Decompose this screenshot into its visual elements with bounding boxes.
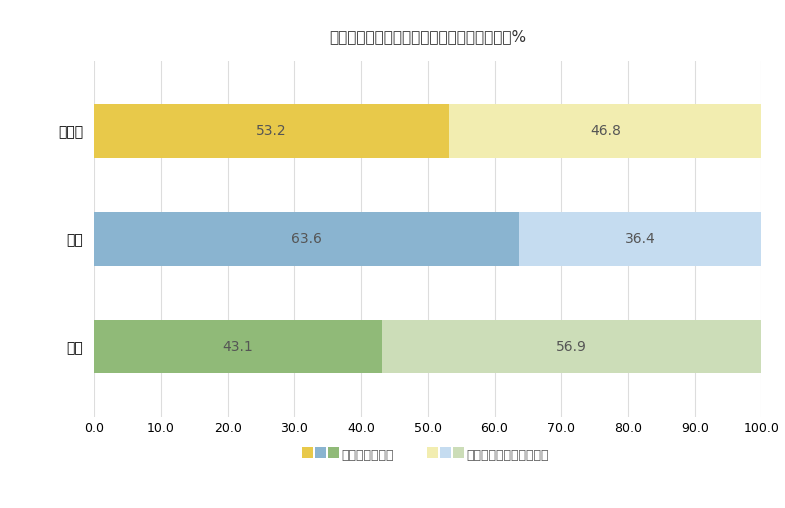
Bar [94, 320, 382, 373]
Text: 53.2: 53.2 [257, 124, 287, 138]
Text: 43.1: 43.1 [223, 339, 254, 354]
Title: スポーツファン（全国、男女割合）　単位：%: スポーツファン（全国、男女割合） 単位：% [329, 29, 527, 45]
Bar [94, 212, 519, 266]
Legend: スポーツファン, スポーツファンではない: スポーツファン, スポーツファンではない [301, 444, 554, 467]
Text: 63.6: 63.6 [291, 232, 322, 246]
Bar [449, 104, 761, 158]
Text: 36.4: 36.4 [625, 232, 655, 246]
Bar [519, 212, 761, 266]
Text: 46.8: 46.8 [590, 124, 621, 138]
Text: 56.9: 56.9 [557, 339, 587, 354]
Bar [382, 320, 761, 373]
Bar [94, 104, 449, 158]
